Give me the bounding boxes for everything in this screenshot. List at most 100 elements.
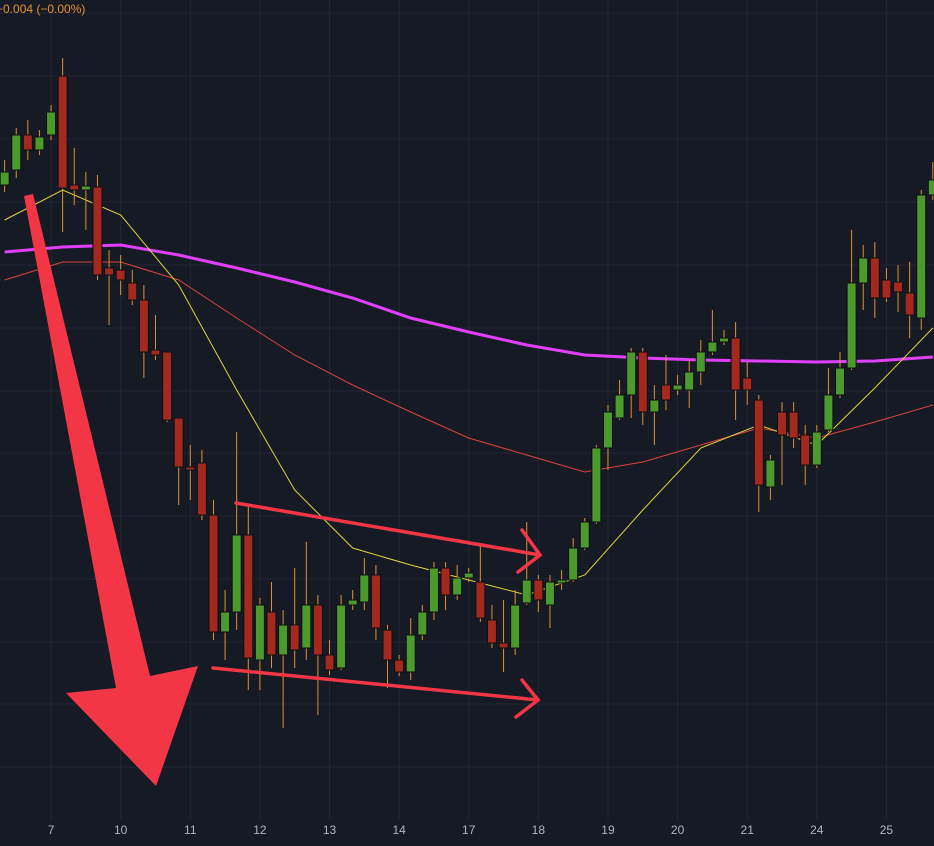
candle-body xyxy=(858,257,869,284)
annotations xyxy=(24,194,543,786)
candle-body xyxy=(626,351,637,396)
candle-body xyxy=(370,574,381,629)
candle-body xyxy=(718,337,729,343)
candle-body xyxy=(510,604,521,649)
candles xyxy=(0,58,934,728)
candle-body xyxy=(452,577,463,596)
candle-body xyxy=(486,619,497,644)
candle-body xyxy=(440,567,451,596)
candle-body xyxy=(0,171,10,186)
x-tick-label: 11 xyxy=(184,823,197,837)
candle-body xyxy=(69,184,80,191)
candle-body xyxy=(34,136,45,151)
candle-body xyxy=(463,572,474,579)
x-axis-strip xyxy=(0,820,934,846)
candle-body xyxy=(301,604,312,649)
candle-body xyxy=(800,434,811,466)
candle-body xyxy=(637,351,648,413)
candle-body xyxy=(684,371,695,391)
candle-body xyxy=(80,185,91,191)
candle-body xyxy=(556,579,567,584)
candle-body xyxy=(614,394,625,419)
candle-body xyxy=(92,186,103,276)
x-tick-label: 13 xyxy=(323,823,337,837)
x-tick-label: 17 xyxy=(462,823,476,837)
candle-body xyxy=(115,269,126,281)
candle-body xyxy=(521,579,532,604)
candle-body xyxy=(904,292,915,316)
candle-body xyxy=(185,466,196,471)
candle-body xyxy=(405,634,416,673)
upper-arrow xyxy=(234,501,543,574)
candle-body xyxy=(788,411,799,439)
candle-body xyxy=(254,604,265,661)
big-down-arrow xyxy=(24,194,198,786)
x-tick-label: 10 xyxy=(114,823,128,837)
candle-body xyxy=(208,514,219,633)
candle-body xyxy=(742,377,753,391)
candle-body xyxy=(893,281,904,293)
candle-body xyxy=(707,341,718,353)
candle-body xyxy=(289,624,300,651)
candle-body xyxy=(881,279,892,299)
candle-body xyxy=(127,282,138,301)
candle-body xyxy=(220,611,231,633)
candle-body xyxy=(104,267,115,276)
candle-body xyxy=(150,349,161,356)
candle-body xyxy=(196,462,207,516)
candle-body xyxy=(660,384,671,401)
candle-body xyxy=(591,447,602,523)
candle-body xyxy=(777,411,788,436)
candle-body xyxy=(138,299,149,353)
x-tick-label: 14 xyxy=(392,823,406,837)
candle-body xyxy=(57,75,68,189)
candle-body xyxy=(359,574,370,603)
candle-body xyxy=(347,599,358,606)
candle-body xyxy=(730,337,741,391)
x-tick-label: 7 xyxy=(48,823,55,837)
candle-body xyxy=(811,431,822,466)
candle-body xyxy=(695,351,706,373)
candle-body xyxy=(382,629,393,661)
candle-body xyxy=(835,367,846,396)
x-tick-label: 19 xyxy=(601,823,615,837)
candle-body xyxy=(602,411,613,449)
candle-body xyxy=(428,567,439,613)
candle-body xyxy=(846,282,857,369)
candle-body xyxy=(46,111,57,136)
legend-text: −0.004 (−0.00%) xyxy=(0,2,85,16)
x-tick-label: 21 xyxy=(741,823,755,837)
candle-body xyxy=(649,399,660,413)
x-tick-label: 20 xyxy=(671,823,685,837)
candle-body xyxy=(544,581,555,606)
lower-arrow xyxy=(211,666,541,719)
candle-body xyxy=(765,459,776,488)
candle-body xyxy=(394,659,405,673)
candle-body xyxy=(266,611,277,656)
candle-body xyxy=(22,134,33,151)
x-tick-label: 25 xyxy=(880,823,894,837)
candle-body xyxy=(417,611,428,636)
candle-body xyxy=(916,194,927,319)
candle-body xyxy=(173,417,184,468)
candle-body xyxy=(568,547,579,581)
candle-body xyxy=(823,394,834,431)
x-tick-label: 12 xyxy=(253,823,267,837)
moving-average-line xyxy=(4,243,933,364)
candle-body xyxy=(336,604,347,669)
candle-body xyxy=(579,521,590,549)
x-tick-label: 18 xyxy=(532,823,546,837)
x-axis: 7 10 11 12 13 14 17 18 19 20 21 24 25 xyxy=(48,823,894,837)
candle-body xyxy=(231,534,242,613)
candle-body xyxy=(11,134,22,171)
candle-body xyxy=(753,399,764,486)
candle-body xyxy=(498,642,509,649)
candle-body xyxy=(475,581,486,619)
x-tick-label: 24 xyxy=(810,823,824,837)
candle-body xyxy=(869,257,880,299)
candle-body xyxy=(324,654,335,671)
candle-body xyxy=(278,624,289,656)
candle-body xyxy=(533,579,544,601)
